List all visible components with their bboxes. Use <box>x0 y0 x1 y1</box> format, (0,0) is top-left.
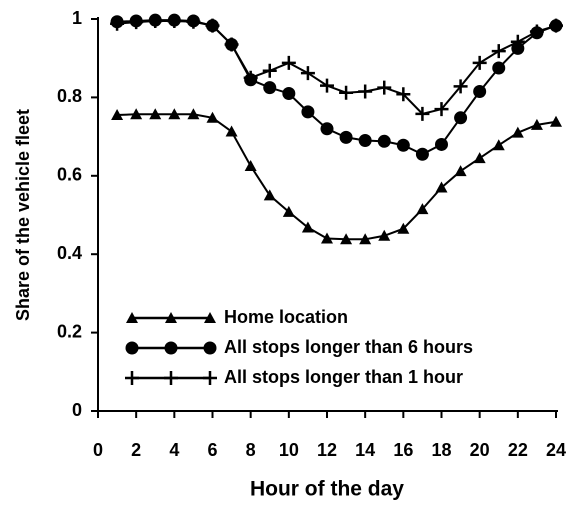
triangle-marker <box>168 108 181 120</box>
plus-marker <box>453 79 468 94</box>
plus-marker <box>281 55 296 70</box>
legend-label: Home location <box>224 307 348 327</box>
series-line <box>117 19 557 115</box>
legend-label: All stops longer than 6 hours <box>224 337 473 357</box>
triangle-marker <box>530 118 543 130</box>
x-tick-label: 10 <box>279 440 299 460</box>
triangle-marker <box>397 222 410 234</box>
y-tick-label: 0.4 <box>57 243 82 263</box>
x-tick-label: 8 <box>246 440 256 460</box>
circle-marker <box>358 134 372 148</box>
x-tick-label: 18 <box>431 440 451 460</box>
series-line <box>117 19 557 156</box>
y-tick-label: 0 <box>72 400 82 420</box>
plus-marker <box>472 55 487 70</box>
triangle-marker <box>435 181 448 193</box>
plus-marker <box>243 70 258 85</box>
plus-marker <box>203 371 217 385</box>
y-axis-label: Share of the vehicle fleet <box>13 109 33 321</box>
x-tick-label: 4 <box>169 440 179 460</box>
triangle-marker <box>204 312 216 323</box>
y-tick-label: 0.8 <box>57 86 82 106</box>
triangle-marker <box>130 108 143 120</box>
x-tick-label: 24 <box>546 440 566 460</box>
legend-label: All stops longer than 1 hour <box>224 367 463 387</box>
circle-marker <box>473 85 487 99</box>
circle-marker <box>301 105 315 119</box>
circle-marker <box>415 147 429 161</box>
plus-marker <box>125 371 139 385</box>
triangle-marker <box>416 203 429 215</box>
circle-marker <box>263 81 277 95</box>
plus-marker <box>510 34 525 49</box>
triangle-marker <box>321 232 333 244</box>
x-tick-label: 6 <box>207 440 217 460</box>
y-tick-label: 0.6 <box>57 165 82 185</box>
plus-marker <box>396 87 411 102</box>
triangle-marker <box>165 312 177 323</box>
plus-marker <box>148 13 163 28</box>
plus-marker <box>339 85 354 100</box>
x-axis-label: Hour of the day <box>250 478 404 501</box>
triangle-marker <box>359 233 372 245</box>
triangle-marker <box>111 109 124 121</box>
plus-marker <box>529 24 544 39</box>
triangle-marker <box>206 111 219 123</box>
x-tick-label: 20 <box>470 440 490 460</box>
triangle-marker <box>282 205 295 217</box>
plus-marker <box>262 63 277 78</box>
plus-marker <box>377 80 392 95</box>
triangle-marker <box>340 233 353 245</box>
triangle-marker <box>263 189 276 201</box>
plus-marker <box>110 16 125 31</box>
plus-marker <box>167 13 182 28</box>
plus-marker <box>415 106 430 121</box>
circle-marker <box>320 122 334 136</box>
plus-marker <box>358 84 373 99</box>
plus-marker <box>224 37 239 52</box>
circle-marker <box>492 61 506 75</box>
triangle-marker <box>492 139 505 151</box>
plus-marker <box>300 66 315 81</box>
triangle-marker <box>126 312 138 323</box>
triangle-marker <box>454 165 467 177</box>
circle-marker <box>164 341 178 355</box>
circle-marker <box>125 341 139 355</box>
plus-marker <box>320 78 334 93</box>
circle-marker <box>282 86 296 100</box>
y-tick-label: 1 <box>72 8 82 28</box>
plus-marker <box>129 15 144 30</box>
x-tick-label: 2 <box>131 440 141 460</box>
circle-marker <box>377 134 391 148</box>
plus-marker <box>549 18 563 33</box>
x-tick-label: 0 <box>93 440 103 460</box>
x-tick-label: 12 <box>317 440 337 460</box>
triangle-marker <box>225 125 238 137</box>
x-tick-label: 16 <box>393 440 413 460</box>
circle-marker <box>396 138 410 152</box>
plus-marker <box>205 18 220 33</box>
triangle-marker <box>149 108 162 120</box>
plus-marker <box>434 102 449 117</box>
triangle-marker <box>550 115 562 127</box>
plus-marker <box>491 44 506 59</box>
circle-marker <box>454 111 468 125</box>
circle-marker <box>203 341 217 355</box>
plus-marker <box>164 371 178 385</box>
x-tick-label: 14 <box>355 440 375 460</box>
circle-marker <box>339 130 353 144</box>
triangle-marker <box>301 221 314 233</box>
triangle-marker <box>187 108 200 120</box>
triangle-marker <box>378 229 391 241</box>
circle-marker <box>435 137 448 151</box>
plus-marker <box>186 14 201 29</box>
triangle-marker <box>244 160 257 171</box>
triangle-marker <box>473 152 486 164</box>
y-tick-label: 0.2 <box>57 321 82 341</box>
triangle-marker <box>511 126 524 138</box>
x-tick-label: 22 <box>508 440 528 460</box>
